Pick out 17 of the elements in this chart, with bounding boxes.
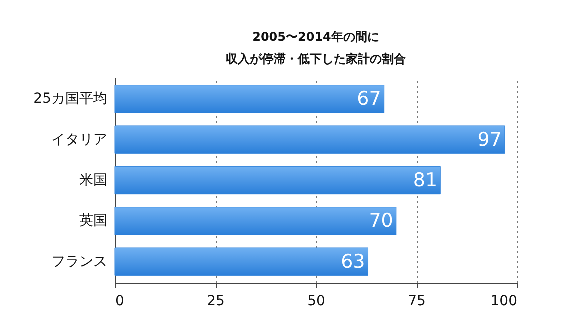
x-tick-label: 25 xyxy=(207,294,225,310)
data-label: 81 xyxy=(413,170,438,192)
y-tick-label: 米国 xyxy=(80,172,108,188)
data-label: 97 xyxy=(478,128,502,151)
x-tick-label: 100 xyxy=(490,294,518,310)
y-tick-label: 英国 xyxy=(80,213,108,230)
x-tick-label: 50 xyxy=(308,294,326,310)
x-tick-label: 75 xyxy=(408,294,426,310)
y-tick-label: イタリア xyxy=(52,132,108,148)
data-label: 70 xyxy=(369,210,394,232)
y-tick-label: 25カ国平均 xyxy=(34,91,108,108)
chart-title: 2005〜2014年の間に xyxy=(252,30,380,44)
x-tick-label: 0 xyxy=(116,294,124,310)
y-tick-label: フランス xyxy=(52,254,108,270)
data-label: 67 xyxy=(357,88,382,110)
data-label: 63 xyxy=(341,250,366,273)
chart-subtitle: 収入が停滞・低下した家計の割合 xyxy=(226,52,407,66)
